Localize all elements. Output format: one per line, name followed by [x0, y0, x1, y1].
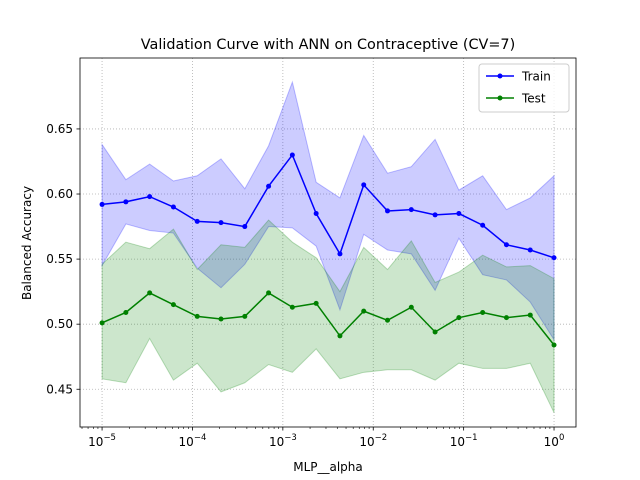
series-line-test: [101, 291, 555, 346]
legend: Train Test: [478, 63, 570, 113]
chart-title: Validation Curve with ANN on Contracepti…: [141, 37, 515, 53]
data-point-train: [194, 218, 200, 224]
data-point-test: [408, 304, 414, 310]
data-point-test: [456, 315, 462, 321]
data-point-test: [527, 312, 533, 318]
std-bands: [101, 80, 555, 413]
plot-frame: [79, 57, 577, 428]
data-point-test: [242, 313, 248, 319]
legend-marker-test: [497, 95, 503, 101]
data-point-test: [123, 309, 129, 315]
legend-label-test: Test: [521, 92, 546, 106]
series-lines: [99, 152, 557, 348]
data-point-test: [147, 290, 153, 296]
data-point-train: [266, 183, 272, 189]
legend-marker-train: [497, 73, 503, 79]
data-point-test: [432, 329, 438, 335]
data-point-test: [266, 290, 272, 296]
data-point-train: [503, 242, 509, 248]
data-point-train: [551, 255, 557, 261]
data-point-test: [194, 313, 200, 319]
y-tick-label: 0.65: [46, 122, 73, 136]
data-point-test: [218, 316, 224, 322]
data-point-train: [313, 211, 319, 217]
legend-label-train: Train: [521, 70, 551, 84]
x-tick-label: 10−2: [359, 433, 387, 449]
data-point-test: [361, 308, 367, 314]
data-point-train: [408, 207, 414, 213]
y-axis-label: Balanced Accuracy: [20, 186, 34, 300]
data-point-train: [99, 201, 105, 207]
data-point-train: [123, 199, 129, 205]
x-tick-label: 10−4: [179, 433, 207, 449]
data-point-train: [147, 194, 153, 200]
data-point-train: [385, 208, 391, 214]
data-point-test: [170, 302, 176, 308]
x-tick-label: 10−5: [88, 433, 116, 449]
data-point-test: [337, 333, 343, 339]
data-point-train: [170, 204, 176, 210]
data-point-train: [337, 251, 343, 257]
data-point-train: [456, 211, 462, 217]
data-point-test: [289, 304, 295, 310]
y-tick-label: 0.55: [46, 252, 73, 266]
x-axis-label: MLP__alpha: [293, 460, 363, 474]
std-band-test: [101, 219, 555, 413]
plot-area: [80, 58, 576, 427]
data-point-train: [289, 152, 295, 158]
y-tick-label: 0.45: [46, 382, 73, 396]
data-point-train: [480, 222, 486, 228]
data-point-test: [503, 315, 509, 321]
data-point-train: [527, 247, 533, 253]
data-point-test: [313, 300, 319, 306]
std-band-train: [101, 80, 555, 342]
data-point-train: [432, 212, 438, 218]
data-point-test: [480, 309, 486, 315]
data-point-train: [218, 220, 224, 226]
data-point-test: [385, 317, 391, 323]
data-point-test: [551, 342, 557, 348]
y-tick-label: 0.50: [46, 317, 73, 331]
y-tick-label: 0.60: [46, 187, 73, 201]
data-point-test: [99, 320, 105, 326]
axis-ticks: 10−5 10−4 10−3 10−2 10−1 100 0.45 0.50 0.55 0.60 0…: [46, 122, 564, 449]
data-point-train: [361, 182, 367, 188]
series-line-train: [101, 153, 555, 259]
data-point-train: [242, 224, 248, 230]
x-tick-label: 100: [544, 433, 565, 449]
x-tick-label: 10−3: [269, 433, 297, 449]
x-tick-label: 10−1: [450, 433, 478, 449]
